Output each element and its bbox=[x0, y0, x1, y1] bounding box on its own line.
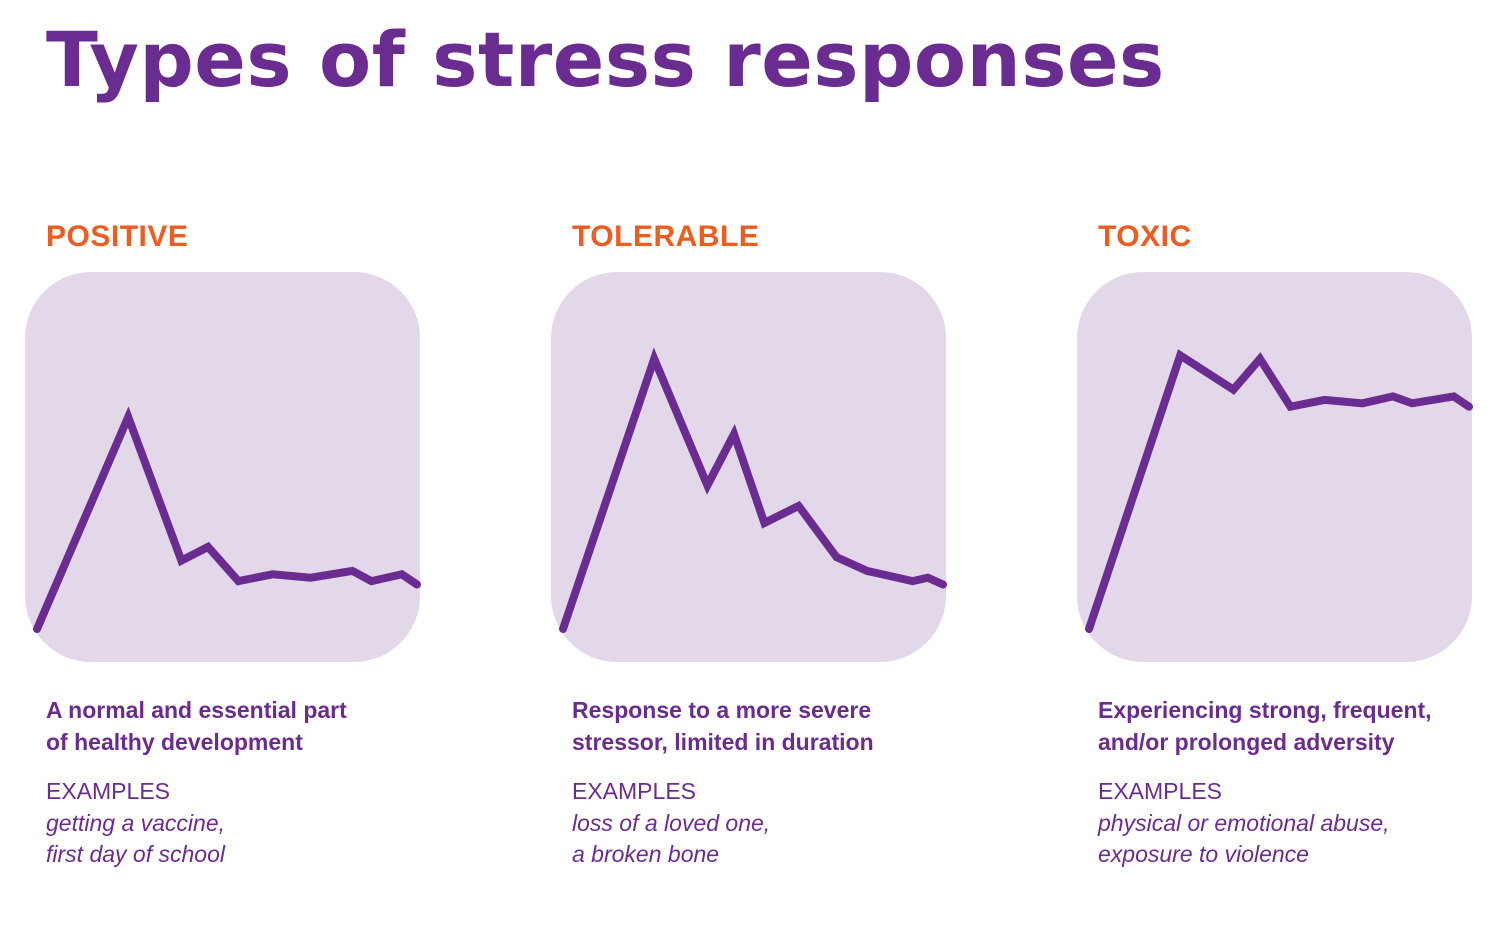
chart-positive bbox=[25, 272, 421, 662]
example-line: getting a vaccine, bbox=[46, 810, 226, 836]
example-line: loss of a loved one, bbox=[572, 810, 771, 836]
stress-response-line bbox=[1085, 349, 1473, 633]
description-line: Response to a more severe bbox=[572, 697, 872, 723]
panel-title: TOXIC bbox=[1098, 220, 1192, 253]
panel-description: Response to a more severe stressor, limi… bbox=[572, 694, 942, 758]
description-line: A normal and essential part bbox=[46, 697, 347, 723]
panel-description: Experiencing strong, frequent, and/or pr… bbox=[1098, 694, 1468, 758]
examples-text: getting a vaccine, first day of school bbox=[46, 808, 416, 870]
description-line: and/or prolonged adversity bbox=[1098, 729, 1395, 755]
chart-background bbox=[25, 272, 420, 662]
example-line: a broken bone bbox=[572, 841, 720, 867]
example-line: exposure to violence bbox=[1098, 841, 1309, 867]
example-line: physical or emotional abuse, bbox=[1098, 810, 1390, 836]
examples-label: EXAMPLES bbox=[46, 778, 170, 804]
panel-title: POSITIVE bbox=[46, 220, 189, 253]
stress-response-line bbox=[33, 406, 421, 633]
examples-text: loss of a loved one, a broken bone bbox=[572, 808, 942, 870]
chart-tolerable bbox=[551, 272, 947, 662]
examples-label: EXAMPLES bbox=[1098, 778, 1222, 804]
description-line: of healthy development bbox=[46, 729, 303, 755]
description-line: stressor, limited in duration bbox=[572, 729, 874, 755]
examples-text: physical or emotional abuse, exposure to… bbox=[1098, 808, 1468, 870]
panel-description: A normal and essential part of healthy d… bbox=[46, 694, 416, 758]
example-line: first day of school bbox=[46, 841, 225, 867]
examples-label: EXAMPLES bbox=[572, 778, 696, 804]
stress-response-line bbox=[559, 347, 947, 633]
description-line: Experiencing strong, frequent, bbox=[1098, 697, 1432, 723]
chart-background bbox=[1077, 272, 1472, 662]
panel-title: TOLERABLE bbox=[572, 220, 760, 253]
chart-toxic bbox=[1077, 272, 1473, 662]
page-title: Types of stress responses bbox=[46, 15, 1165, 104]
